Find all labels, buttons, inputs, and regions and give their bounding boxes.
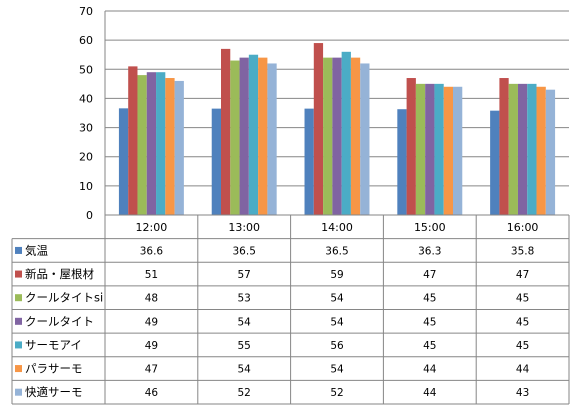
data-label: 35.8 bbox=[511, 245, 534, 257]
data-label: 54 bbox=[330, 364, 344, 376]
legend-label: 気温 bbox=[25, 243, 48, 257]
bar bbox=[304, 108, 314, 215]
data-label: 47 bbox=[516, 269, 529, 281]
data-label: 49 bbox=[145, 316, 158, 328]
data-label: 51 bbox=[145, 269, 158, 281]
data-label: 44 bbox=[423, 387, 437, 399]
bar bbox=[490, 110, 500, 215]
x-tick-label: 13:00 bbox=[228, 221, 260, 234]
legend-key bbox=[15, 341, 22, 349]
data-label: 44 bbox=[423, 364, 437, 376]
bar bbox=[332, 57, 342, 215]
data-label: 54 bbox=[330, 316, 344, 328]
data-label: 45 bbox=[516, 340, 529, 352]
bar bbox=[425, 83, 435, 215]
bar bbox=[118, 108, 129, 215]
x-tick-label: 12:00 bbox=[136, 221, 168, 234]
legend-label: 快適サーモ bbox=[25, 385, 83, 399]
data-label: 59 bbox=[330, 269, 343, 281]
y-tick-label: 60 bbox=[79, 34, 93, 47]
data-label: 45 bbox=[516, 293, 529, 305]
data-label: 47 bbox=[145, 364, 158, 376]
y-tick-label: 20 bbox=[79, 151, 93, 164]
data-label: 45 bbox=[516, 316, 529, 328]
data-label: 43 bbox=[516, 387, 529, 399]
data-label: 48 bbox=[145, 293, 158, 305]
bar bbox=[527, 83, 537, 215]
bar bbox=[406, 78, 416, 216]
legend-key bbox=[15, 294, 22, 302]
y-tick-label: 0 bbox=[86, 209, 93, 222]
y-tick-label: 10 bbox=[79, 180, 93, 193]
bar bbox=[499, 78, 509, 216]
legend-key bbox=[15, 270, 22, 278]
bar bbox=[453, 86, 463, 216]
bar bbox=[211, 108, 221, 215]
bar bbox=[341, 51, 351, 215]
bar bbox=[156, 72, 166, 215]
legend-label: クールタイト bbox=[25, 314, 94, 328]
legend-key bbox=[15, 365, 22, 373]
bar bbox=[146, 72, 157, 215]
data-label: 54 bbox=[238, 316, 252, 328]
data-label: 46 bbox=[145, 387, 159, 399]
bar bbox=[174, 80, 184, 215]
bar bbox=[267, 63, 277, 216]
bar bbox=[536, 86, 546, 216]
data-label: 45 bbox=[423, 293, 436, 305]
y-tick-label: 30 bbox=[79, 122, 93, 135]
bar bbox=[258, 57, 268, 215]
bar bbox=[415, 83, 426, 215]
data-label: 45 bbox=[423, 340, 436, 352]
data-label: 54 bbox=[330, 293, 344, 305]
bar bbox=[545, 89, 556, 215]
bar bbox=[221, 48, 231, 216]
bar bbox=[517, 83, 528, 215]
bar bbox=[230, 60, 240, 215]
bar bbox=[137, 75, 147, 215]
data-label: 36.6 bbox=[140, 245, 164, 257]
data-label: 49 bbox=[145, 340, 158, 352]
legend-key bbox=[15, 246, 22, 254]
x-tick-label: 16:00 bbox=[507, 221, 539, 234]
legend-label: パラサーモ bbox=[25, 362, 83, 376]
data-label: 36.5 bbox=[233, 245, 256, 257]
data-label: 47 bbox=[423, 269, 436, 281]
bar bbox=[248, 54, 259, 215]
bar bbox=[165, 78, 175, 216]
bar bbox=[239, 57, 249, 215]
data-label: 56 bbox=[330, 340, 344, 352]
legend-label: 新品・屋根材 bbox=[25, 267, 94, 281]
data-label: 36.5 bbox=[325, 245, 348, 257]
bar bbox=[360, 63, 370, 216]
bar bbox=[128, 66, 138, 215]
bar bbox=[443, 86, 453, 216]
y-tick-label: 70 bbox=[79, 5, 93, 18]
legend-label: クールタイトsi bbox=[25, 291, 103, 305]
legend-key bbox=[15, 317, 22, 325]
bar bbox=[434, 83, 444, 215]
data-label: 52 bbox=[238, 387, 251, 399]
bar bbox=[313, 43, 324, 215]
data-label: 45 bbox=[423, 316, 436, 328]
bar bbox=[508, 83, 518, 215]
y-tick-label: 50 bbox=[79, 63, 93, 76]
data-label: 52 bbox=[330, 387, 343, 399]
legend-label: サーモアイ bbox=[25, 338, 82, 352]
data-label: 44 bbox=[516, 364, 530, 376]
data-label: 55 bbox=[238, 340, 251, 352]
bar bbox=[350, 57, 361, 215]
data-label: 36.3 bbox=[418, 245, 441, 257]
data-label: 53 bbox=[238, 293, 251, 305]
x-tick-label: 15:00 bbox=[414, 221, 446, 234]
data-label: 57 bbox=[238, 269, 251, 281]
data-label: 54 bbox=[238, 364, 252, 376]
y-tick-label: 40 bbox=[79, 92, 93, 105]
legend-key bbox=[15, 388, 22, 396]
bar bbox=[397, 109, 407, 215]
x-tick-label: 14:00 bbox=[321, 221, 353, 234]
bar bbox=[323, 57, 333, 215]
